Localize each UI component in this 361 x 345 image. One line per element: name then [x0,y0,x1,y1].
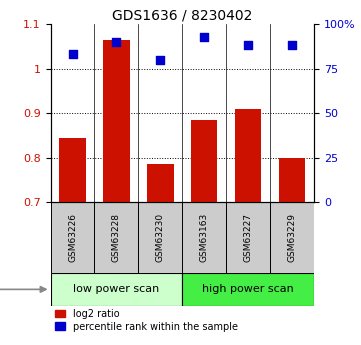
Bar [226,202,270,273]
Bar [182,202,226,273]
Point [289,43,295,48]
Text: GSM63226: GSM63226 [68,213,77,262]
Title: GDS1636 / 8230402: GDS1636 / 8230402 [112,9,252,23]
Text: GSM63228: GSM63228 [112,213,121,262]
Bar [95,202,138,273]
Bar [191,120,217,202]
Point [70,52,75,57]
Point [157,57,163,62]
Point [201,34,207,39]
Bar [103,40,130,202]
Text: GSM63230: GSM63230 [156,213,165,262]
Bar [279,158,305,202]
Bar [138,202,182,273]
Text: high power scan: high power scan [202,284,294,294]
Text: low power scan: low power scan [73,284,160,294]
Text: protocol: protocol [0,284,46,294]
Bar [51,273,182,306]
Bar [147,164,174,202]
Point [113,39,119,45]
Point [245,43,251,48]
Text: GSM63229: GSM63229 [288,213,297,262]
Text: GSM63163: GSM63163 [200,213,209,262]
Bar [235,109,261,202]
Text: GSM63227: GSM63227 [244,213,253,262]
Bar [270,202,314,273]
Bar [51,202,95,273]
Bar [59,138,86,202]
Bar [182,273,314,306]
Legend: log2 ratio, percentile rank within the sample: log2 ratio, percentile rank within the s… [55,309,238,332]
